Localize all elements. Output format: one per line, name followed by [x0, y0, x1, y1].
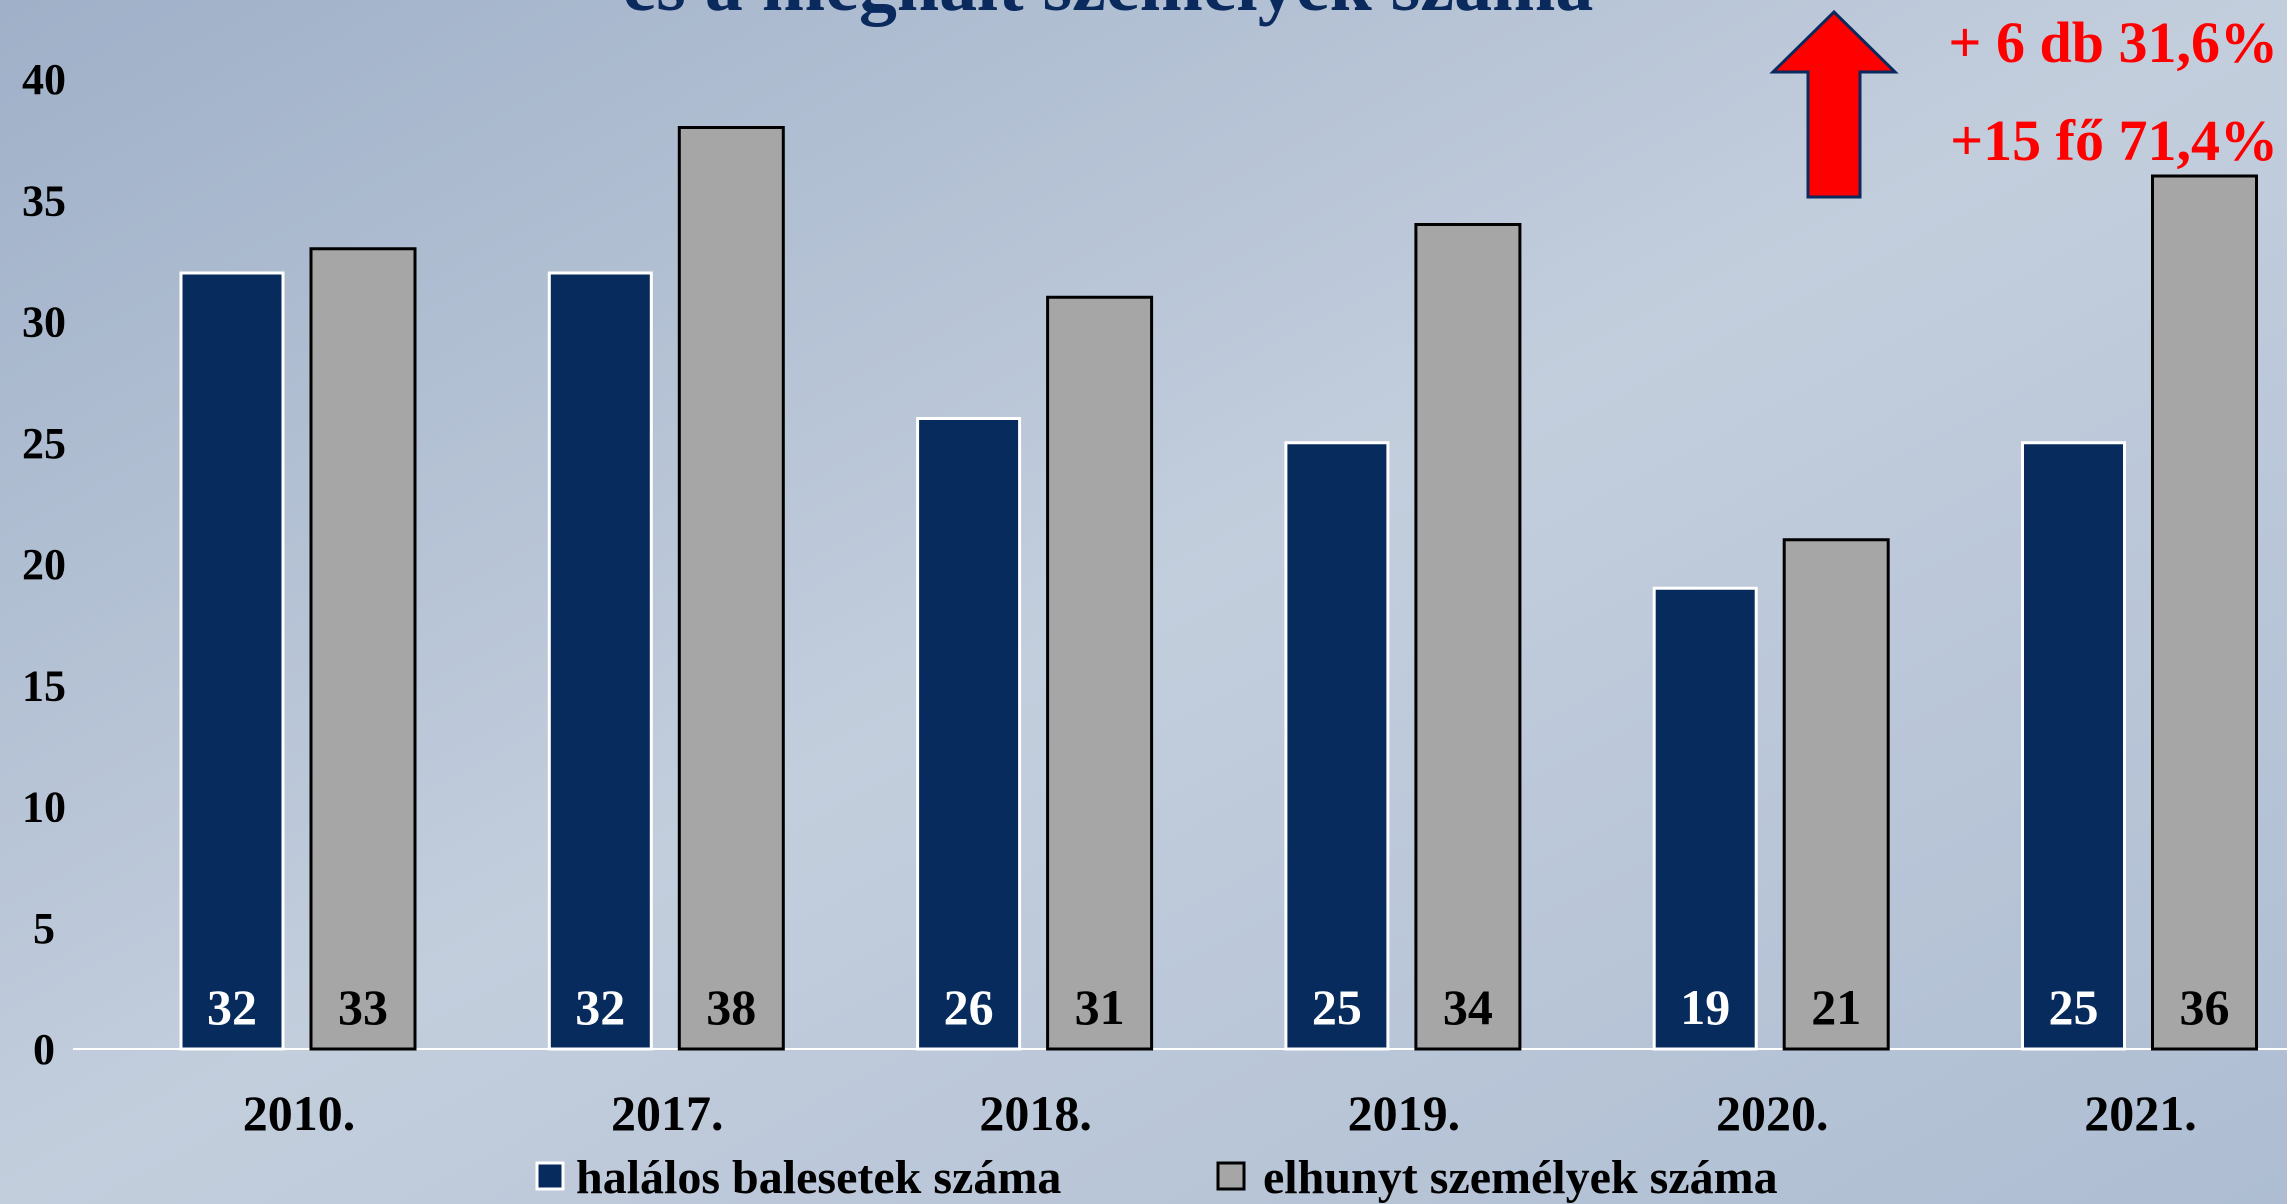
legend-swatch [1216, 1161, 1246, 1191]
x-tick-label: 2021. [2084, 1085, 2197, 1141]
data-label: 21 [1811, 979, 1861, 1035]
x-tick-label: 2017. [611, 1085, 724, 1141]
bar [2151, 174, 2258, 1051]
data-label: 25 [2049, 979, 2099, 1035]
bar [309, 247, 417, 1051]
bar [677, 126, 785, 1051]
y-tick-label: 40 [22, 55, 66, 104]
bar [1782, 538, 1890, 1051]
bar [179, 271, 285, 1051]
bar [916, 417, 1022, 1051]
x-tick-label: 2018. [979, 1085, 1092, 1141]
data-label: 25 [1312, 979, 1362, 1035]
y-tick-label: 10 [22, 783, 66, 832]
legend-swatch [535, 1161, 565, 1191]
bar [1652, 586, 1758, 1051]
data-label: 26 [944, 979, 994, 1035]
data-label: 34 [1443, 979, 1493, 1035]
annotation: +15 fő 71,4% [1950, 108, 2278, 173]
bar [1414, 223, 1522, 1051]
y-tick-label: 0 [33, 1025, 55, 1074]
y-tick-label: 25 [22, 419, 66, 468]
data-label: 38 [706, 979, 756, 1035]
bar [2021, 441, 2126, 1051]
annotation: + 6 db 31,6% [1948, 10, 2278, 75]
bar [547, 271, 653, 1051]
x-tick-label: 2010. [243, 1085, 356, 1141]
legend-label: halálos balesetek száma [576, 1151, 1061, 1204]
data-label: 19 [1680, 979, 1730, 1035]
data-label: 32 [575, 979, 625, 1035]
x-tick-label: 2020. [1716, 1085, 1829, 1141]
chart-title: és a meghalt személyek száma [623, 0, 1594, 27]
y-tick-label: 15 [22, 661, 66, 710]
y-tick-label: 20 [22, 540, 66, 589]
data-label: 36 [2180, 979, 2230, 1035]
x-tick-label: 2019. [1348, 1085, 1461, 1141]
y-tick-label: 5 [33, 904, 55, 953]
data-label: 32 [207, 979, 257, 1035]
arrow [1769, 9, 1899, 199]
y-tick-label: 35 [22, 176, 66, 225]
bar [1046, 295, 1154, 1051]
bar [1284, 441, 1390, 1051]
data-label: 33 [338, 979, 388, 1035]
data-label: 31 [1075, 979, 1125, 1035]
y-tick-label: 30 [22, 298, 66, 347]
legend-label: elhunyt személyek száma [1263, 1151, 1778, 1204]
